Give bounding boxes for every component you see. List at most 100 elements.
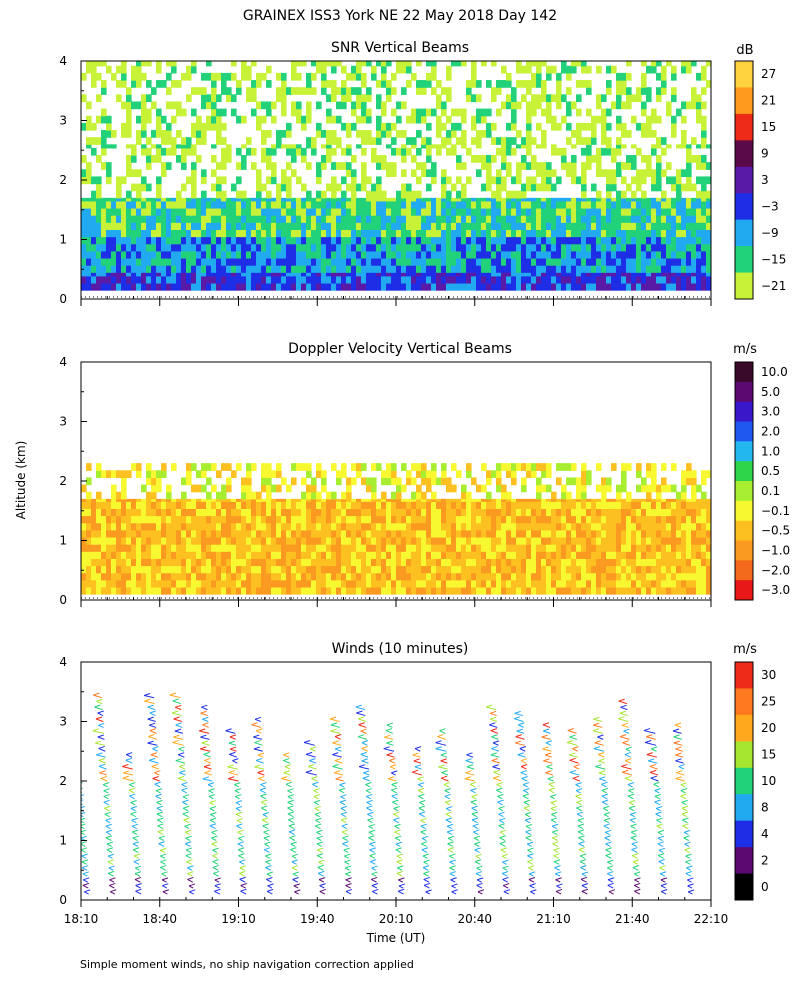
- doppler-heatmap-cell: [551, 565, 557, 574]
- doppler-heatmap-cell: [161, 529, 167, 538]
- snr-heatmap-cell: [381, 130, 387, 138]
- snr-heatmap-cell: [641, 215, 647, 223]
- doppler-heatmap-cell: [471, 544, 477, 552]
- snr-heatmap-cell: [176, 257, 182, 266]
- snr-heatmap-cell: [136, 169, 142, 178]
- doppler-heatmap-cell: [336, 544, 342, 552]
- doppler-heatmap-cell: [276, 579, 282, 588]
- snr-heatmap-cell: [401, 147, 407, 156]
- doppler-heatmap-cell: [176, 501, 182, 509]
- snr-heatmap-cell: [101, 200, 107, 209]
- snr-heatmap-cell: [526, 183, 532, 192]
- doppler-heatmap-cell: [201, 572, 207, 581]
- snr-heatmap-cell: [281, 72, 287, 81]
- snr-heatmap-cell: [161, 207, 167, 216]
- snr-heatmap-cell: [576, 197, 582, 202]
- snr-heatmap-cell: [156, 183, 162, 192]
- snr-heatmap-cell: [341, 122, 347, 131]
- snr-heatmap-cell: [166, 72, 172, 81]
- doppler-heatmap-cell: [506, 565, 512, 574]
- doppler-heatmap-cell: [531, 536, 537, 545]
- snr-heatmap-cell: [506, 94, 512, 103]
- doppler-heatmap-cell: [606, 477, 612, 486]
- doppler-heatmap-cell: [386, 579, 392, 588]
- doppler-heatmap-cell: [576, 501, 582, 509]
- snr-heatmap-cell: [461, 137, 467, 145]
- snr-heatmap-cell: [221, 176, 227, 185]
- snr-heatmap-cell: [316, 257, 322, 266]
- doppler-heatmap-cell: [401, 508, 407, 517]
- snr-heatmap-cell: [621, 243, 627, 252]
- snr-heatmap-cell: [351, 101, 357, 110]
- doppler-heatmap-cell: [96, 498, 102, 502]
- doppler-heatmap-cell: [636, 508, 642, 517]
- snr-heatmap-cell: [316, 162, 322, 170]
- doppler-heatmap-cell: [291, 558, 297, 567]
- snr-heatmap-cell: [486, 176, 492, 185]
- snr-heatmap-cell: [196, 272, 202, 277]
- doppler-heatmap-cell: [231, 558, 237, 567]
- doppler-heatmap-cell: [621, 501, 627, 509]
- doppler-heatmap-cell: [656, 484, 662, 493]
- doppler-heatmap-cell: [296, 579, 302, 588]
- snr-heatmap-cell: [401, 215, 407, 223]
- snr-heatmap-cell: [646, 229, 652, 238]
- snr-heatmap-cell: [691, 257, 697, 266]
- doppler-heatmap-cell: [696, 484, 702, 493]
- doppler-heatmap-cell: [441, 544, 447, 552]
- snr-heatmap-cell: [321, 87, 327, 95]
- doppler-heatmap-cell: [661, 551, 667, 559]
- snr-heatmap-cell: [561, 155, 567, 163]
- doppler-heatmap-cell: [356, 498, 362, 502]
- doppler-heatmap-cell: [276, 470, 282, 479]
- doppler-heatmap-cell: [81, 551, 87, 559]
- doppler-heatmap-cell: [396, 522, 402, 531]
- snr-heatmap-cell: [321, 265, 327, 273]
- snr-heatmap-cell: [501, 197, 507, 202]
- doppler-heatmap-cell: [421, 544, 427, 552]
- snr-heatmap-cell: [296, 101, 302, 110]
- snr-heatmap-cell: [336, 222, 342, 230]
- snr-heatmap-cell: [291, 147, 297, 156]
- snr-heatmap-cell: [146, 155, 152, 163]
- doppler-heatmap-cell: [606, 572, 612, 581]
- doppler-heatmap-cell: [436, 515, 442, 524]
- snr-heatmap-cell: [371, 229, 377, 238]
- snr-heatmap-cell: [476, 215, 482, 223]
- snr-heatmap-cell: [691, 282, 697, 291]
- snr-heatmap-cell: [211, 265, 217, 273]
- snr-heatmap-cell: [351, 197, 357, 202]
- doppler-heatmap-cell: [251, 565, 257, 574]
- doppler-heatmap-cell: [376, 558, 382, 567]
- snr-heatmap-cell: [161, 250, 167, 259]
- snr-heatmap-cell: [391, 243, 397, 252]
- snr-heatmap-cell: [126, 155, 132, 163]
- snr-heatmap-cell: [536, 162, 542, 170]
- doppler-heatmap-cell: [366, 544, 372, 552]
- doppler-heatmap-cell: [511, 565, 517, 574]
- doppler-heatmap-cell: [386, 522, 392, 531]
- snr-heatmap-cell: [506, 222, 512, 230]
- snr-heatmap-cell: [381, 207, 387, 216]
- doppler-heatmap-cell: [576, 529, 582, 538]
- doppler-heatmap-cell: [676, 579, 682, 588]
- doppler-heatmap-cell: [291, 586, 297, 595]
- doppler-heatmap-cell: [426, 586, 432, 595]
- snr-heatmap-cell: [596, 162, 602, 170]
- doppler-heatmap-cell: [651, 508, 657, 517]
- snr-heatmap-cell: [251, 229, 257, 238]
- snr-heatmap-cell: [351, 108, 357, 117]
- snr-heatmap-cell: [86, 243, 92, 252]
- snr-heatmap-cell: [191, 130, 197, 138]
- snr-heatmap-cell: [126, 101, 132, 110]
- snr-heatmap-cell: [191, 272, 197, 277]
- snr-heatmap-cell: [586, 200, 592, 209]
- doppler-heatmap-cell: [181, 515, 187, 524]
- snr-heatmap-cell: [346, 169, 352, 178]
- doppler-heatmap-cell: [541, 565, 547, 574]
- snr-heatmap-cell: [206, 72, 212, 81]
- doppler-heatmap-cell: [241, 529, 247, 538]
- snr-heatmap-cell: [651, 250, 657, 259]
- doppler-heatmap-cell: [281, 515, 287, 524]
- snr-heatmap-cell: [351, 200, 357, 209]
